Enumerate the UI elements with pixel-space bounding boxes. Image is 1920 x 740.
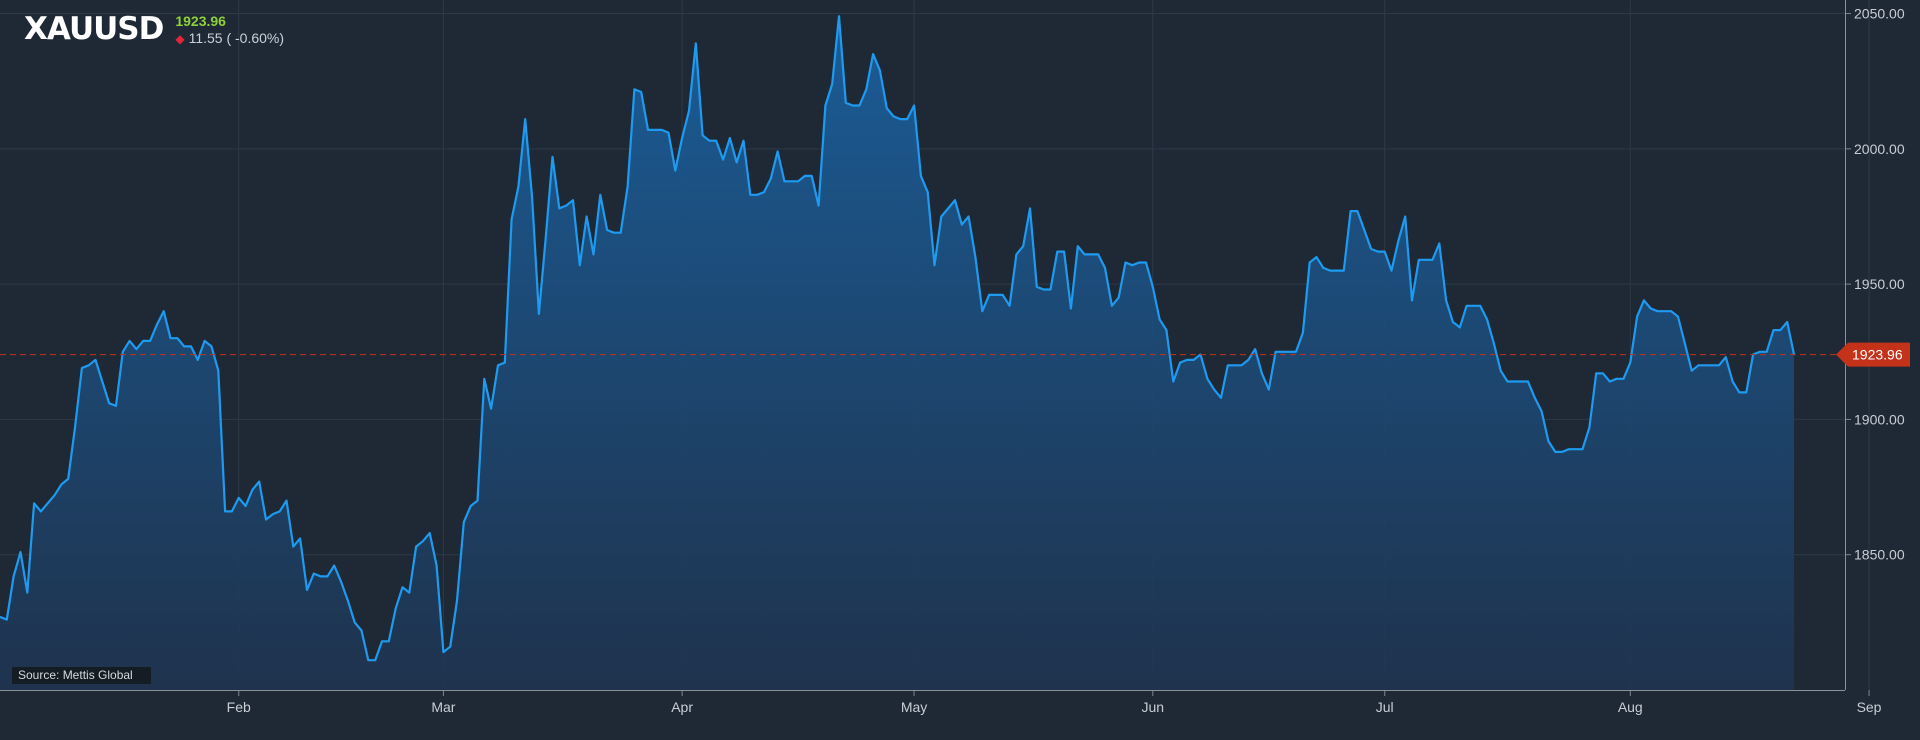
y-tick-label: 1950.00	[1854, 276, 1905, 292]
down-diamond-icon: ◆	[175, 32, 185, 46]
y-tick-label: 1900.00	[1854, 411, 1905, 427]
y-tick-label: 2050.00	[1854, 6, 1905, 22]
price-change: 11.55 ( -0.60%)	[188, 30, 285, 46]
current-price-tag-shape	[1836, 342, 1910, 367]
quote-block: 1923.96 ◆ 11.55 ( -0.60%)	[175, 13, 284, 48]
x-tick-label: Sep	[1857, 699, 1882, 715]
price-area-fill	[0, 16, 1794, 690]
chart-header: XAUUSD 1923.96 ◆ 11.55 ( -0.60%)	[24, 10, 284, 48]
x-tick-label: Feb	[227, 699, 251, 715]
current-price-tag-label: 1923.96	[1852, 347, 1903, 363]
change-row: ◆ 11.55 ( -0.60%)	[175, 30, 284, 48]
x-tick-label: Jul	[1376, 699, 1394, 715]
x-tick-label: May	[901, 699, 927, 715]
last-price: 1923.96	[175, 13, 226, 29]
x-tick-label: Jun	[1142, 699, 1165, 715]
axes: 1850.00 1900.00 1950.00 2000.00 2050.00 Feb Ma…	[0, 0, 1905, 715]
source-label: Source: Mettis Global	[12, 667, 151, 684]
y-tick-label: 2000.00	[1854, 141, 1905, 157]
symbol-title: XAUUSD	[24, 11, 164, 47]
current-price-tag: 1923.96	[1836, 342, 1910, 367]
y-tick-label: 1850.00	[1854, 547, 1905, 563]
x-tick-label: Mar	[431, 699, 455, 715]
price-line-series[interactable]	[0, 15, 1796, 662]
x-tick-label: Apr	[671, 699, 693, 715]
x-tick-label: Aug	[1618, 699, 1643, 715]
